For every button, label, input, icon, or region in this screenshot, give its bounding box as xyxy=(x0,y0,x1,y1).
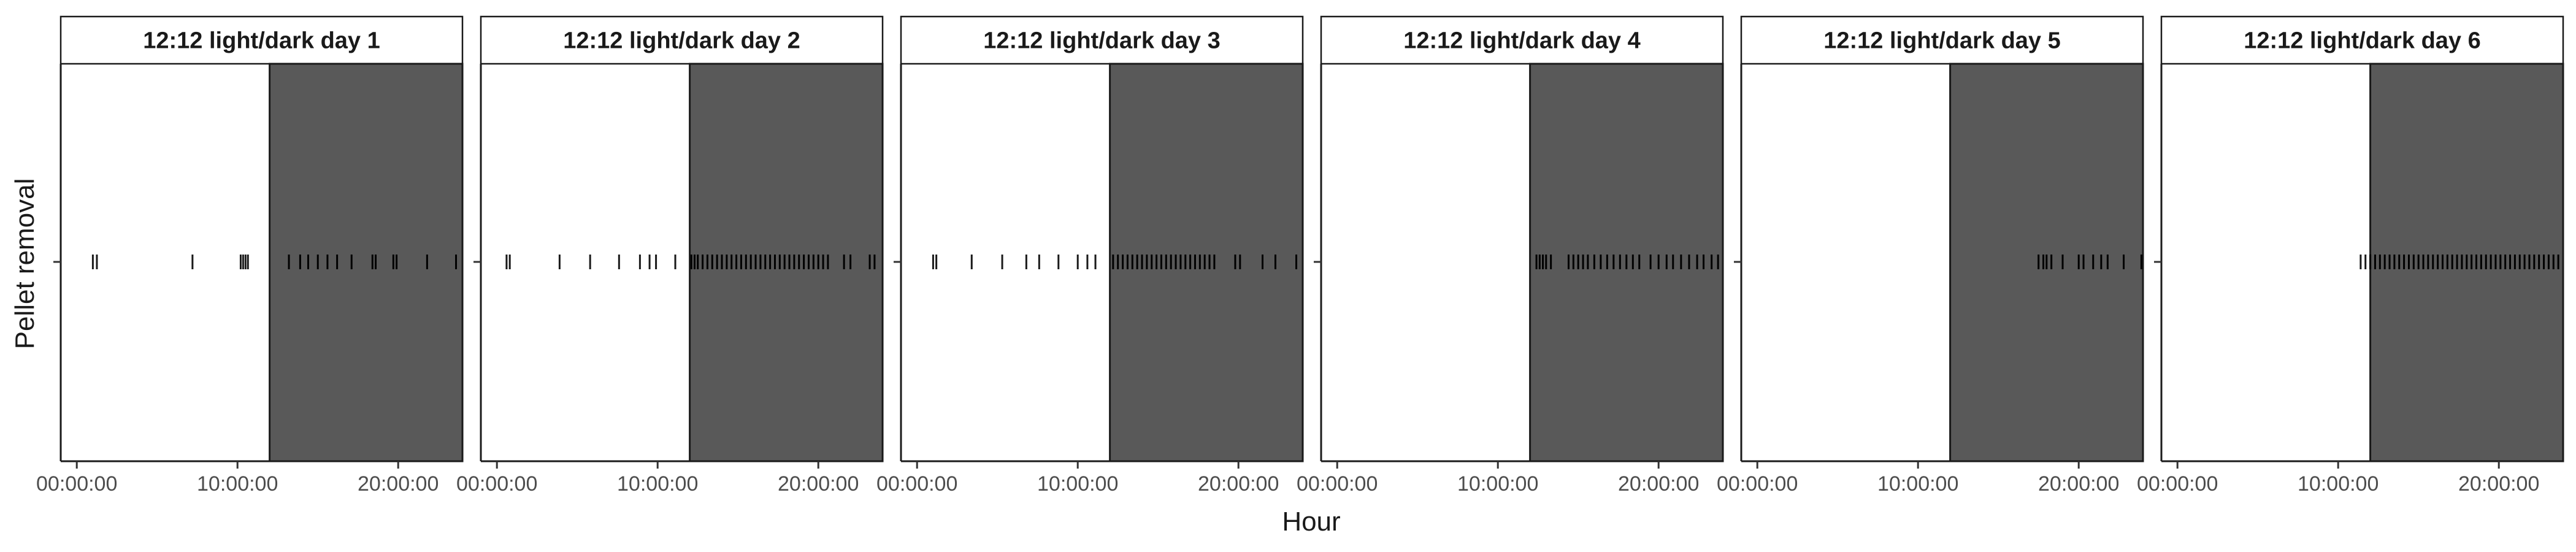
x-tick-label: 10:00:00 xyxy=(2298,472,2379,496)
x-tick-label: 20:00:00 xyxy=(2038,472,2119,496)
x-tick-label: 10:00:00 xyxy=(1037,472,1118,496)
x-axis-title: Hour xyxy=(1282,507,1340,537)
x-tick-label: 00:00:00 xyxy=(456,472,537,496)
panel-strip xyxy=(480,15,884,65)
dark-period-rect xyxy=(269,63,464,462)
x-tick-label: 00:00:00 xyxy=(36,472,117,496)
x-tick-label: 10:00:00 xyxy=(1877,472,1958,496)
panel-day-3: 12:12 light/dark day 3 00:00:00 10:00:00 20… xyxy=(876,15,1304,496)
panel-day-1: 12:12 light/dark day 1 00:00:00 10:00:00 20… xyxy=(36,15,464,496)
panel-strip-label: 12:12 light/dark day 6 xyxy=(2244,28,2481,54)
x-tick-label: 20:00:00 xyxy=(1198,472,1279,496)
x-tick-label: 00:00:00 xyxy=(1297,472,1378,496)
panel-strip xyxy=(2160,15,2564,65)
panel-day-2: 12:12 light/dark day 2 00:00:00 10:00:00 20… xyxy=(456,15,884,496)
panel-strip-label: 12:12 light/dark day 5 xyxy=(1823,28,2061,54)
x-tick-label: 20:00:00 xyxy=(1618,472,1699,496)
x-tick-label: 20:00:00 xyxy=(358,472,439,496)
x-tick-label: 20:00:00 xyxy=(2458,472,2539,496)
panel-strip xyxy=(1740,15,2144,65)
panel-strip-label: 12:12 light/dark day 2 xyxy=(563,28,800,54)
x-tick-label: 00:00:00 xyxy=(1717,472,1798,496)
x-tick-label: 00:00:00 xyxy=(876,472,957,496)
x-tick-label: 10:00:00 xyxy=(617,472,698,496)
dark-period-rect xyxy=(689,63,884,462)
x-tick-label: 20:00:00 xyxy=(778,472,859,496)
y-axis-title: Pellet removal xyxy=(10,178,40,350)
panel-strip xyxy=(900,15,1304,65)
panel-day-6: 12:12 light/dark day 6 00:00:00 10:00:00 20… xyxy=(2137,15,2564,496)
panel-strip-label: 12:12 light/dark day 4 xyxy=(1403,28,1641,54)
x-tick-label: 10:00:00 xyxy=(197,472,278,496)
panel-strip xyxy=(59,15,464,65)
panels-group: 12:12 light/dark day 1 00:00:00 10:00:00 20… xyxy=(36,15,2564,496)
panel-day-5: 12:12 light/dark day 5 00:00:00 10:00:00 20… xyxy=(1717,15,2144,496)
dark-period-rect xyxy=(1109,63,1304,462)
panel-day-4: 12:12 light/dark day 4 00:00:00 10:00:00 20… xyxy=(1297,15,1724,496)
panel-strip-label: 12:12 light/dark day 3 xyxy=(983,28,1221,54)
panel-strip-label: 12:12 light/dark day 1 xyxy=(143,28,380,54)
panel-strip xyxy=(1320,15,1724,65)
x-tick-label: 00:00:00 xyxy=(2137,472,2218,496)
x-tick-label: 10:00:00 xyxy=(1457,472,1538,496)
